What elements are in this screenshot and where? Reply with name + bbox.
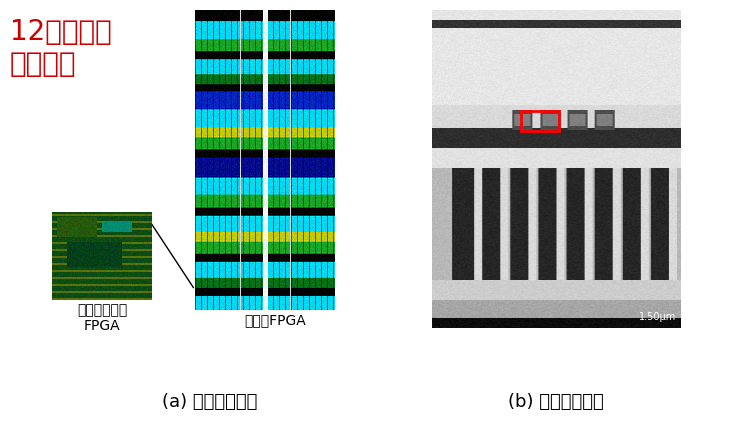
Text: 1.50μm: 1.50μm bbox=[639, 313, 676, 322]
FancyBboxPatch shape bbox=[435, 13, 610, 113]
Text: (b) ビアスイッチ: (b) ビアスイッチ bbox=[509, 393, 604, 411]
Text: (a) 実装密度比較: (a) 実装密度比較 bbox=[162, 393, 258, 411]
Text: 従来型FPGA: 従来型FPGA bbox=[244, 313, 306, 327]
Text: ビアスイッチ
FPGA: ビアスイッチ FPGA bbox=[76, 303, 127, 333]
Text: 12倍の実装
密度向上: 12倍の実装 密度向上 bbox=[10, 18, 112, 78]
Bar bbox=[520, 111, 559, 130]
Text: 配線層内に
実現された
ビアスイッチ: 配線層内に 実現された ビアスイッチ bbox=[490, 21, 555, 82]
